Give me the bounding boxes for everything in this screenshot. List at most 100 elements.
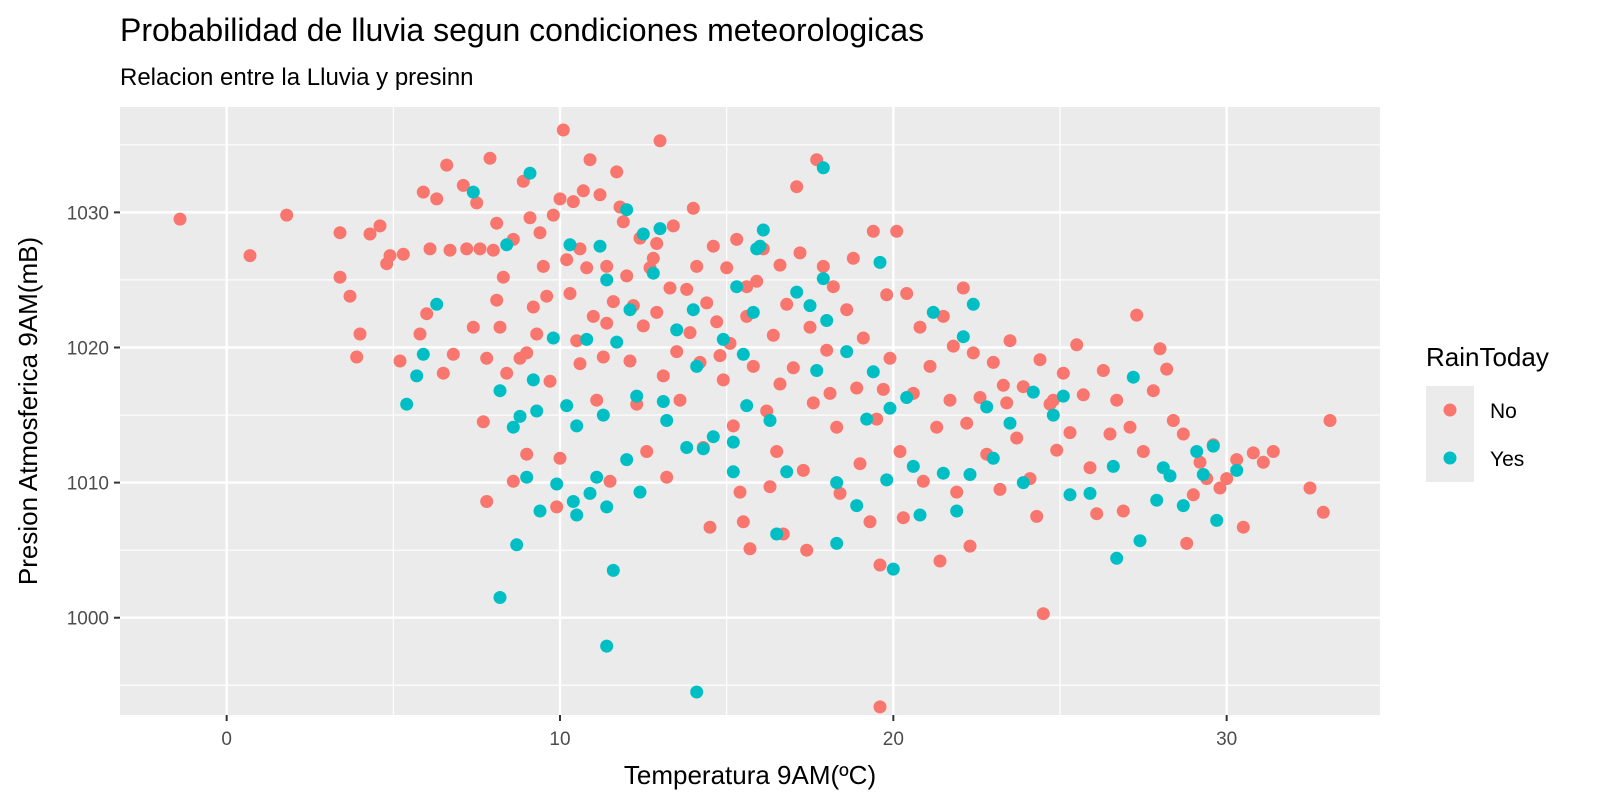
data-point-yes: [610, 335, 624, 349]
data-point-no: [553, 192, 567, 206]
data-point-no: [700, 296, 714, 310]
data-point-yes: [600, 273, 614, 287]
data-point-no: [393, 354, 407, 368]
data-point-no: [1230, 453, 1244, 467]
data-point-yes: [600, 639, 614, 653]
data-point-no: [996, 378, 1010, 392]
data-point-no: [606, 295, 620, 309]
data-point-yes: [840, 345, 854, 359]
data-point-yes: [690, 685, 704, 699]
data-point-no: [560, 253, 574, 267]
data-point-no: [623, 354, 637, 368]
data-point-no: [873, 700, 887, 714]
data-point-yes: [750, 242, 764, 256]
data-point-no: [343, 289, 357, 303]
data-point-yes: [400, 397, 414, 411]
data-point-no: [466, 320, 480, 334]
data-point-no: [636, 319, 650, 333]
y-tick-label: 1000: [67, 609, 109, 630]
data-point-no: [490, 293, 504, 307]
data-point-no: [566, 195, 580, 209]
data-point-no: [423, 242, 437, 256]
data-point-no: [870, 412, 884, 426]
data-point-no: [710, 315, 724, 329]
data-point-yes: [1230, 463, 1244, 477]
data-point-yes: [740, 399, 754, 413]
data-point-no: [650, 305, 664, 319]
data-point-no: [1036, 607, 1050, 621]
data-point-no: [490, 216, 504, 230]
data-point-yes: [630, 389, 644, 403]
data-point-yes: [500, 238, 514, 252]
data-point-no: [476, 415, 490, 429]
data-point-yes: [883, 401, 897, 415]
data-point-yes: [570, 419, 584, 433]
legend-label-no: No: [1490, 400, 1517, 423]
data-point-no: [520, 346, 534, 360]
data-point-no: [540, 289, 554, 303]
data-point-no: [1000, 396, 1014, 410]
data-point-no: [570, 334, 584, 348]
data-point-no: [770, 445, 784, 458]
data-point-no: [173, 212, 187, 226]
data-point-yes: [646, 266, 660, 280]
data-point-no: [706, 239, 720, 253]
data-point-yes: [926, 305, 940, 319]
x-axis-ticks: 0 10 20 30: [221, 715, 1237, 750]
data-point-no: [603, 474, 617, 488]
data-point-no: [856, 331, 870, 345]
data-point-yes: [560, 399, 574, 413]
data-point-yes: [913, 508, 927, 522]
data-point-no: [1103, 427, 1117, 441]
data-point-yes: [1176, 499, 1190, 513]
data-point-no: [536, 259, 550, 273]
data-point-yes: [620, 203, 634, 217]
data-point-no: [416, 185, 430, 199]
data-point-no: [496, 270, 510, 284]
data-point-no: [543, 374, 557, 388]
data-point-yes: [686, 303, 700, 317]
data-point-no: [916, 474, 930, 488]
chart-subtitle: Relacion entre la Lluvia y presinn: [120, 64, 474, 91]
data-point-no: [1010, 431, 1024, 445]
data-point-no: [733, 485, 747, 499]
data-point-no: [766, 328, 780, 342]
data-point-no: [523, 211, 537, 225]
data-point-no: [826, 280, 840, 294]
data-point-yes: [533, 504, 547, 518]
data-point-yes: [660, 414, 674, 427]
data-point-yes: [526, 373, 540, 387]
data-point-no: [480, 351, 494, 365]
data-point-no: [1076, 388, 1090, 402]
data-point-no: [440, 158, 454, 172]
data-point-no: [620, 269, 634, 283]
data-point-no: [456, 178, 470, 192]
data-point-no: [600, 316, 614, 330]
data-point-yes: [1150, 493, 1164, 507]
data-point-yes: [820, 314, 834, 327]
data-point-yes: [513, 409, 527, 423]
data-point-no: [1050, 443, 1064, 457]
data-point-yes: [623, 303, 637, 317]
data-point-no: [1123, 420, 1137, 434]
data-point-yes: [1003, 416, 1017, 430]
data-point-no: [786, 361, 800, 375]
data-point-no: [930, 420, 944, 434]
data-point-no: [670, 345, 684, 359]
data-point-yes: [936, 466, 950, 480]
data-point-yes: [1210, 513, 1224, 527]
chart-title: Probabilidad de lluvia segun condiciones…: [120, 12, 924, 48]
data-point-yes: [810, 364, 824, 377]
data-point-yes: [866, 365, 880, 379]
data-point-no: [430, 192, 444, 206]
data-point-no: [750, 274, 764, 288]
y-tick-label: 1010: [67, 474, 109, 495]
data-point-yes: [756, 223, 770, 237]
data-point-no: [586, 309, 600, 323]
x-tick-label: 10: [549, 729, 570, 750]
data-point-no: [846, 251, 860, 265]
y-axis-ticks: 1000 1010 1020 1030: [67, 203, 120, 630]
data-point-no: [593, 188, 607, 202]
data-point-yes: [653, 222, 667, 236]
data-point-yes: [726, 435, 740, 449]
